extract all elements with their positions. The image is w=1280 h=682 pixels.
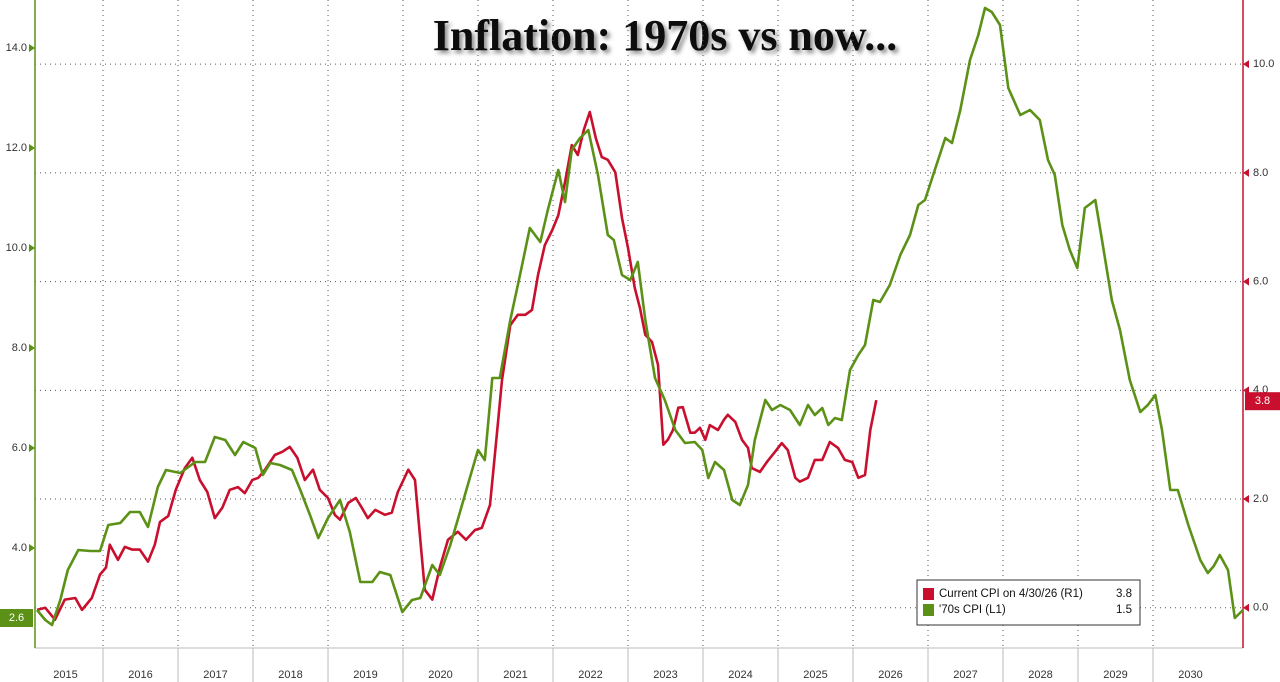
y2-tick-label: 0.0 (1253, 602, 1268, 614)
series-line (36, 110, 878, 621)
series-line (35, 6, 1244, 627)
y2-tick (1243, 168, 1249, 177)
x-tick-label: 2025 (803, 669, 827, 681)
legend-label: Current CPI on 4/30/26 (R1) (939, 588, 1083, 600)
legend-label: '70s CPI (L1) (939, 604, 1006, 616)
last-value-label: 2.6 (9, 612, 24, 624)
last-value-label: 3.8 (1255, 395, 1270, 407)
chart-title: Inflation: 1970s vs now... (433, 11, 898, 60)
y-tick (29, 344, 35, 352)
y-tick (29, 144, 35, 152)
y2-tick-label: 10.0 (1253, 58, 1274, 70)
x-tick-label: 2030 (1178, 669, 1202, 681)
last-value-tag (0, 609, 33, 627)
x-tick-label: 2029 (1103, 669, 1127, 681)
y2-tick (1243, 603, 1249, 612)
x-tick-label: 2017 (203, 669, 227, 681)
y-tick (29, 44, 35, 52)
x-tick-label: 2021 (503, 669, 527, 681)
x-tick-label: 2016 (128, 669, 152, 681)
y2-tick-label: 8.0 (1253, 167, 1268, 179)
x-tick-label: 2015 (53, 669, 77, 681)
legend-value: 3.8 (1116, 588, 1132, 600)
y-tick-label: 8.0 (12, 342, 27, 354)
y-tick (29, 444, 35, 452)
y-tick-label: 10.0 (6, 242, 27, 254)
legend-swatch (923, 604, 934, 616)
x-tick-label: 2028 (1028, 669, 1052, 681)
y2-tick (1243, 60, 1249, 69)
y-tick-label: 4.0 (12, 542, 27, 554)
y2-tick (1243, 277, 1249, 286)
y2-tick-label: 2.0 (1253, 493, 1268, 505)
legend-swatch (923, 588, 934, 600)
x-tick-label: 2023 (653, 669, 677, 681)
x-tick-label: 2020 (428, 669, 452, 681)
legend-value: 1.5 (1116, 604, 1132, 616)
y-tick (29, 544, 35, 552)
x-tick-label: 2026 (878, 669, 902, 681)
y2-tick (1243, 495, 1249, 504)
x-tick-label: 2022 (578, 669, 602, 681)
legend-box (916, 579, 1141, 626)
x-tick-label: 2019 (353, 669, 377, 681)
y-tick (29, 244, 35, 252)
y2-tick-label: 6.0 (1253, 276, 1268, 288)
x-tick-label: 2027 (953, 669, 977, 681)
last-value-tag (1245, 392, 1280, 411)
y-tick-label: 14.0 (6, 42, 27, 54)
x-tick-label: 2024 (728, 669, 752, 681)
y-tick-label: 6.0 (12, 442, 27, 454)
y-tick-label: 12.0 (6, 142, 27, 154)
x-tick-label: 2018 (278, 669, 302, 681)
